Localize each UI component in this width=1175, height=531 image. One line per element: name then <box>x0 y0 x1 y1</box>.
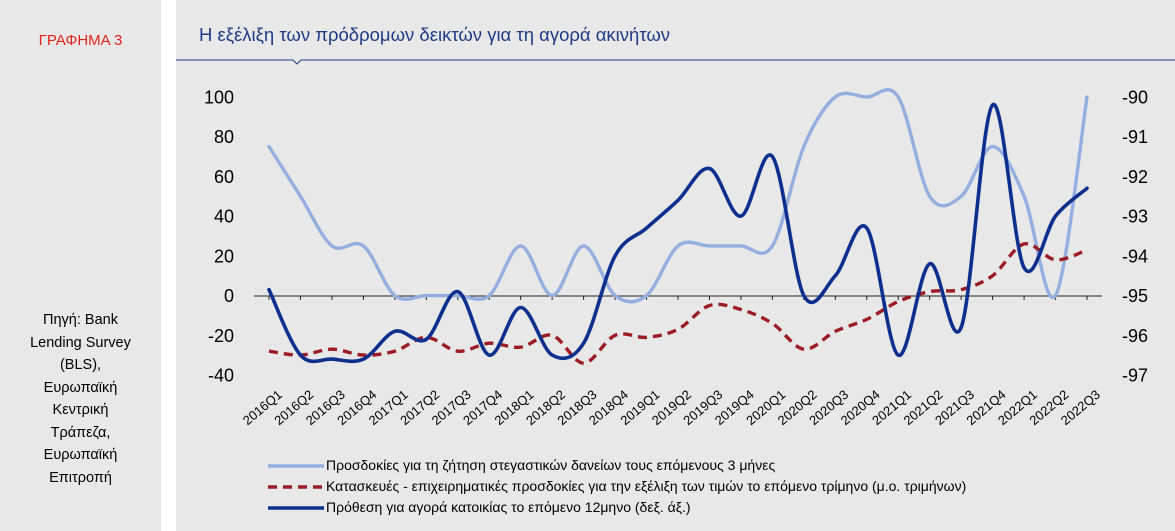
source-line: Lending Survey <box>30 334 131 351</box>
y-right-tick-label: -96 <box>1122 326 1148 346</box>
y-right-tick-label: -94 <box>1122 246 1148 266</box>
chart-panel <box>176 0 1175 531</box>
y-right-tick-label: -90 <box>1122 88 1148 108</box>
legend-swatch-light-blue-line <box>268 464 324 468</box>
legend-swatch-dashed-red-line <box>268 485 324 489</box>
source-line: Πηγή: Bank <box>43 312 118 328</box>
y-left-tick-label: -20 <box>208 326 234 346</box>
y-left-tick-label: 80 <box>214 127 234 147</box>
source-line: Ευρωπαϊκή <box>43 379 118 396</box>
y-right-tick-label: -92 <box>1122 167 1148 187</box>
y-left-tick-label: 60 <box>214 167 234 187</box>
source-line: Κεντρική <box>52 402 109 418</box>
y-right-tick-label: -93 <box>1122 207 1148 227</box>
legend-label: Προσδοκίες για τη ζήτηση στεγαστικών δαν… <box>326 457 776 473</box>
y-left-tick-label: 0 <box>224 286 234 306</box>
legend-swatch-dark-blue-line <box>268 506 324 510</box>
source-line: Ευρωπαϊκή <box>43 447 118 463</box>
left-panel <box>0 0 161 531</box>
y-left-tick-label: 40 <box>214 207 234 227</box>
source-line: (BLS), <box>59 357 102 373</box>
y-left-tick-label: 100 <box>204 88 234 108</box>
source-note: Πηγή: Bank Lending Survey (BLS), Ευρωπαϊ… <box>0 309 161 489</box>
series-construction-price-expectations-line <box>268 242 1088 365</box>
legend-label: Κατασκευές - επιχειρηματικές προσδοκίες … <box>326 478 967 494</box>
y-right-tick-label: -97 <box>1122 366 1148 386</box>
figure-label: ΓΡΑΦΗΜΑ 3 <box>38 32 123 49</box>
y-left-tick-label: -40 <box>208 366 234 386</box>
series-house-purchase-intention-line <box>267 103 1089 364</box>
title-underline <box>176 59 1175 65</box>
y-right-tick-label: -91 <box>1122 127 1148 147</box>
legend-label: Πρόθεση για αγορά κατοικίας το επόμενο 1… <box>326 499 691 515</box>
y-left-tick-label: 20 <box>214 246 234 266</box>
series-demand-expectations-line <box>267 88 1089 304</box>
chart-title: Η εξέλιξη των πρόδρομων δεικτών για τη α… <box>199 24 671 45</box>
y-right-tick-label: -95 <box>1122 286 1148 306</box>
source-line: Επιτροπή <box>49 469 112 486</box>
source-line: Τράπεζα, <box>50 424 111 441</box>
